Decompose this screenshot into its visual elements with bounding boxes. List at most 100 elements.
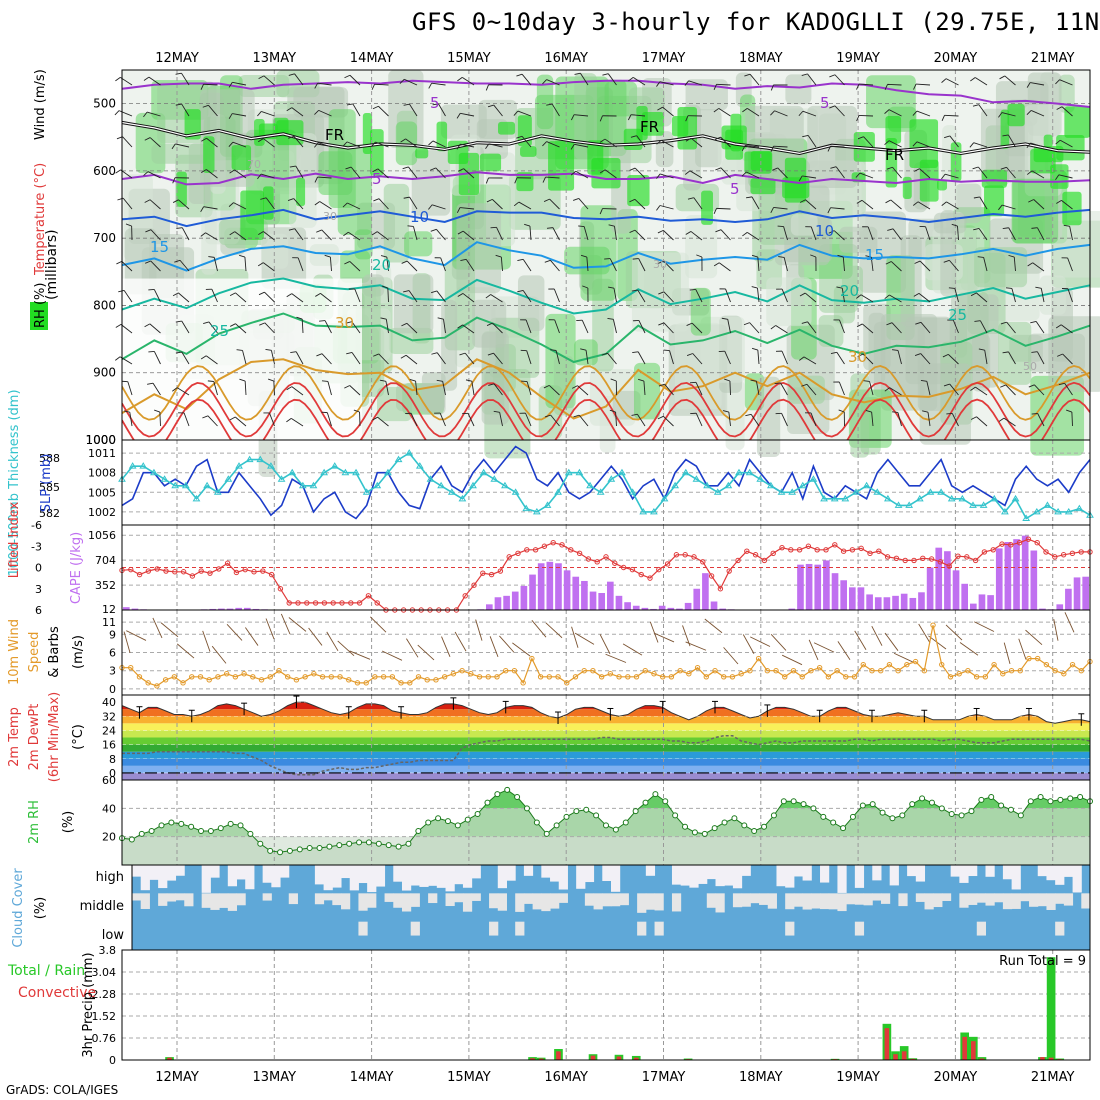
rh-moist-patch [516, 172, 534, 192]
rh-marker [830, 819, 837, 826]
wind-barb-flag [346, 103, 353, 106]
top-date-label: 15MAY [447, 51, 491, 66]
wind-barb [575, 170, 589, 179]
wind-barb-flag [1055, 79, 1060, 85]
li-marker [145, 568, 152, 574]
cloud-cell [811, 893, 821, 909]
thickness-marker [309, 481, 318, 489]
wind-barb [1005, 384, 1016, 396]
top-date-label: 18MAY [739, 51, 783, 66]
wind-barb-flag [714, 136, 721, 140]
li-marker [779, 544, 785, 551]
wind-barb-flag [914, 353, 921, 357]
wind-barb-flag [229, 416, 236, 421]
wind-barb-flag [344, 385, 350, 389]
wind-barb [859, 83, 874, 86]
cape-bar [650, 608, 657, 610]
wind-barb-flag [143, 171, 149, 176]
rh-moist-patch [909, 119, 939, 169]
thickness-marker [490, 475, 499, 482]
cloud-cell [785, 921, 795, 936]
rh-marker [711, 825, 718, 832]
wind-barb [916, 110, 931, 117]
wind-barb-flag [314, 142, 319, 148]
temp-tick-label: 32 [102, 710, 116, 723]
wind-barb [553, 288, 560, 303]
wind-barb [691, 322, 703, 334]
rh-marker [691, 829, 698, 836]
cloud-cell [584, 865, 595, 883]
wind-barb [781, 288, 788, 303]
li-tick-label: -3 [31, 540, 42, 553]
wind-barb [951, 413, 959, 427]
li-marker [1016, 540, 1023, 546]
cloud-cell [1055, 921, 1065, 936]
wind-barb-flag [399, 78, 405, 84]
wind-barb-flag [372, 168, 379, 173]
cloud-cell [515, 921, 525, 936]
wind-barb [976, 416, 988, 427]
wind-barb-flag [1028, 384, 1035, 388]
wind-barb [386, 257, 389, 272]
wind-barb-flag [570, 170, 577, 176]
wind-barb [614, 226, 617, 241]
wind-barb-flag [513, 201, 520, 207]
rh-marker [188, 823, 195, 830]
wind-barb-flag [912, 141, 918, 147]
wind-barb-flag [1002, 351, 1009, 354]
thickness-marker [607, 475, 616, 482]
wind-barb-flag [942, 353, 949, 358]
wind-barb [842, 257, 845, 272]
wind-barb-flag [684, 80, 689, 86]
wind-barb [385, 381, 389, 396]
run-total-annotation: Run Total = 9 [999, 954, 1086, 969]
cape-bar [849, 587, 856, 610]
wind-speed-marker [773, 668, 779, 674]
cloud-cell [619, 893, 629, 906]
wind-barb [262, 262, 275, 272]
wind-barb-flag [265, 349, 272, 351]
wind-barb [613, 288, 617, 303]
thickness-marker [884, 494, 892, 502]
wind-barb [1006, 166, 1016, 179]
wind-barb [183, 412, 190, 427]
precip-panel-frame [121, 949, 1091, 1061]
wind-barb [890, 199, 902, 210]
rh-marker [543, 830, 550, 837]
wind-speed-marker [816, 664, 823, 671]
wind-barb [841, 288, 845, 303]
wind-barb-flag [741, 171, 747, 177]
surface-wind-barb [599, 634, 611, 655]
wind-barb [462, 324, 475, 334]
wind-barb [545, 176, 560, 179]
wind-barb-flag [201, 137, 207, 142]
wind-axis-title-2: Speed [27, 632, 42, 673]
wind-barb [944, 173, 959, 179]
surface-wind-barb [781, 654, 803, 666]
rh-marker [1047, 798, 1054, 805]
surface-wind-barb [918, 623, 931, 644]
wind-barb-flag [1000, 384, 1006, 388]
temp-line [121, 701, 1091, 724]
wind-barb-flag [573, 198, 579, 201]
wind-barb-flag [208, 256, 215, 258]
wind-barb [269, 412, 275, 427]
wind-barb-flag [114, 356, 121, 361]
wind-barb-flag [286, 418, 292, 423]
rh-shade-patch [377, 386, 412, 422]
temp-tick-label: 0 [109, 767, 116, 780]
wind-barb [295, 165, 304, 179]
contour-label: 70 [247, 158, 261, 171]
wind-barb [1031, 170, 1045, 179]
wind-speed-line [122, 625, 1091, 687]
rh-moist-patch [1043, 134, 1053, 148]
rh-marker [395, 843, 402, 850]
wind-barb-flag [713, 208, 717, 215]
wind-barb-flag [829, 105, 836, 109]
wind-barb [1058, 174, 1073, 179]
wind-speed-marker [128, 664, 134, 671]
wind-barb-flag [951, 223, 958, 227]
cape-bar [537, 563, 545, 610]
wind-barb [148, 76, 161, 86]
cape-bar [944, 551, 951, 610]
